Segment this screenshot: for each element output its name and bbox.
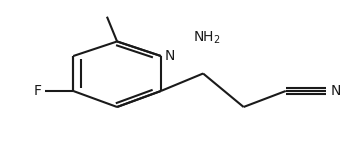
Text: F: F <box>33 84 41 98</box>
Text: N: N <box>164 49 175 63</box>
Text: NH$_2$: NH$_2$ <box>193 30 220 46</box>
Text: N: N <box>330 84 341 98</box>
